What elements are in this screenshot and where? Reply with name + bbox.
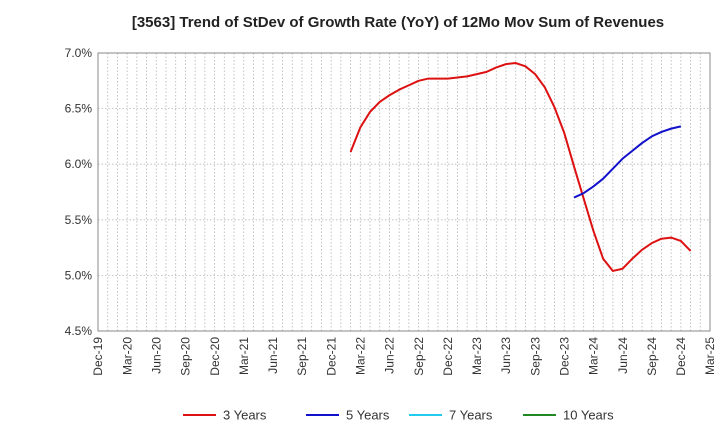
legend-entry: 5 Years <box>306 408 390 423</box>
x-tick-label: Dec-19 <box>91 337 105 376</box>
x-tick-label: Mar-25 <box>703 337 717 375</box>
x-tick-label: Dec-24 <box>674 337 688 376</box>
x-tick-label: Dec-20 <box>208 337 222 376</box>
series-lines <box>349 62 692 272</box>
x-tick-label: Jun-23 <box>499 337 513 374</box>
x-axis: Dec-19 Mar-20 Jun-20 Sep-20 Dec-20 Mar-21 Jun-… <box>91 337 717 376</box>
x-tick-label: Jun-21 <box>266 337 280 374</box>
x-tick-label: Mar-21 <box>237 337 251 375</box>
x-tick-label: Sep-21 <box>295 337 309 376</box>
x-tick-label: Sep-20 <box>179 337 193 376</box>
y-tick-label: 7.0% <box>65 46 93 60</box>
x-tick-label: Jun-20 <box>149 337 163 374</box>
grid <box>98 53 710 331</box>
x-tick-label: Sep-24 <box>645 337 659 376</box>
x-tick-label: Dec-23 <box>557 337 571 376</box>
legend-label: 3 Years <box>223 408 267 423</box>
x-tick-label: Mar-20 <box>120 337 134 375</box>
y-tick-label: 5.5% <box>65 213 93 227</box>
y-tick-label: 4.5% <box>65 324 93 338</box>
legend-label: 10 Years <box>563 408 614 423</box>
legend-entry: 3 Years <box>183 408 267 423</box>
legend-entry: 7 Years <box>409 408 493 423</box>
x-tick-label: Sep-22 <box>412 337 426 376</box>
series-line-3-years <box>349 62 692 272</box>
y-tick-label: 6.5% <box>65 102 93 116</box>
legend-label: 5 Years <box>346 408 390 423</box>
y-tick-label: 5.0% <box>65 268 93 282</box>
x-tick-label: Mar-22 <box>353 337 367 375</box>
x-tick-label: Jun-22 <box>383 337 397 374</box>
y-axis: 4.5% 5.0% 5.5% 6.0% 6.5% 7.0% <box>65 46 93 338</box>
legend-entry: 10 Years <box>523 408 614 423</box>
legend-label: 7 Years <box>449 408 493 423</box>
x-tick-label: Jun-24 <box>616 337 630 374</box>
chart-title: [3563] Trend of StDev of Growth Rate (Yo… <box>132 14 664 31</box>
x-tick-label: Mar-23 <box>470 337 484 375</box>
x-tick-label: Sep-23 <box>528 337 542 376</box>
plot-area-frame <box>97 52 711 332</box>
series-line-5-years <box>573 125 682 199</box>
x-tick-label: Dec-21 <box>324 337 338 376</box>
y-tick-label: 6.0% <box>65 157 93 171</box>
x-tick-label: Dec-22 <box>441 337 455 376</box>
x-tick-label: Mar-24 <box>587 337 601 375</box>
legend: 3 Years 5 Years 7 Years 10 Years <box>183 408 614 423</box>
